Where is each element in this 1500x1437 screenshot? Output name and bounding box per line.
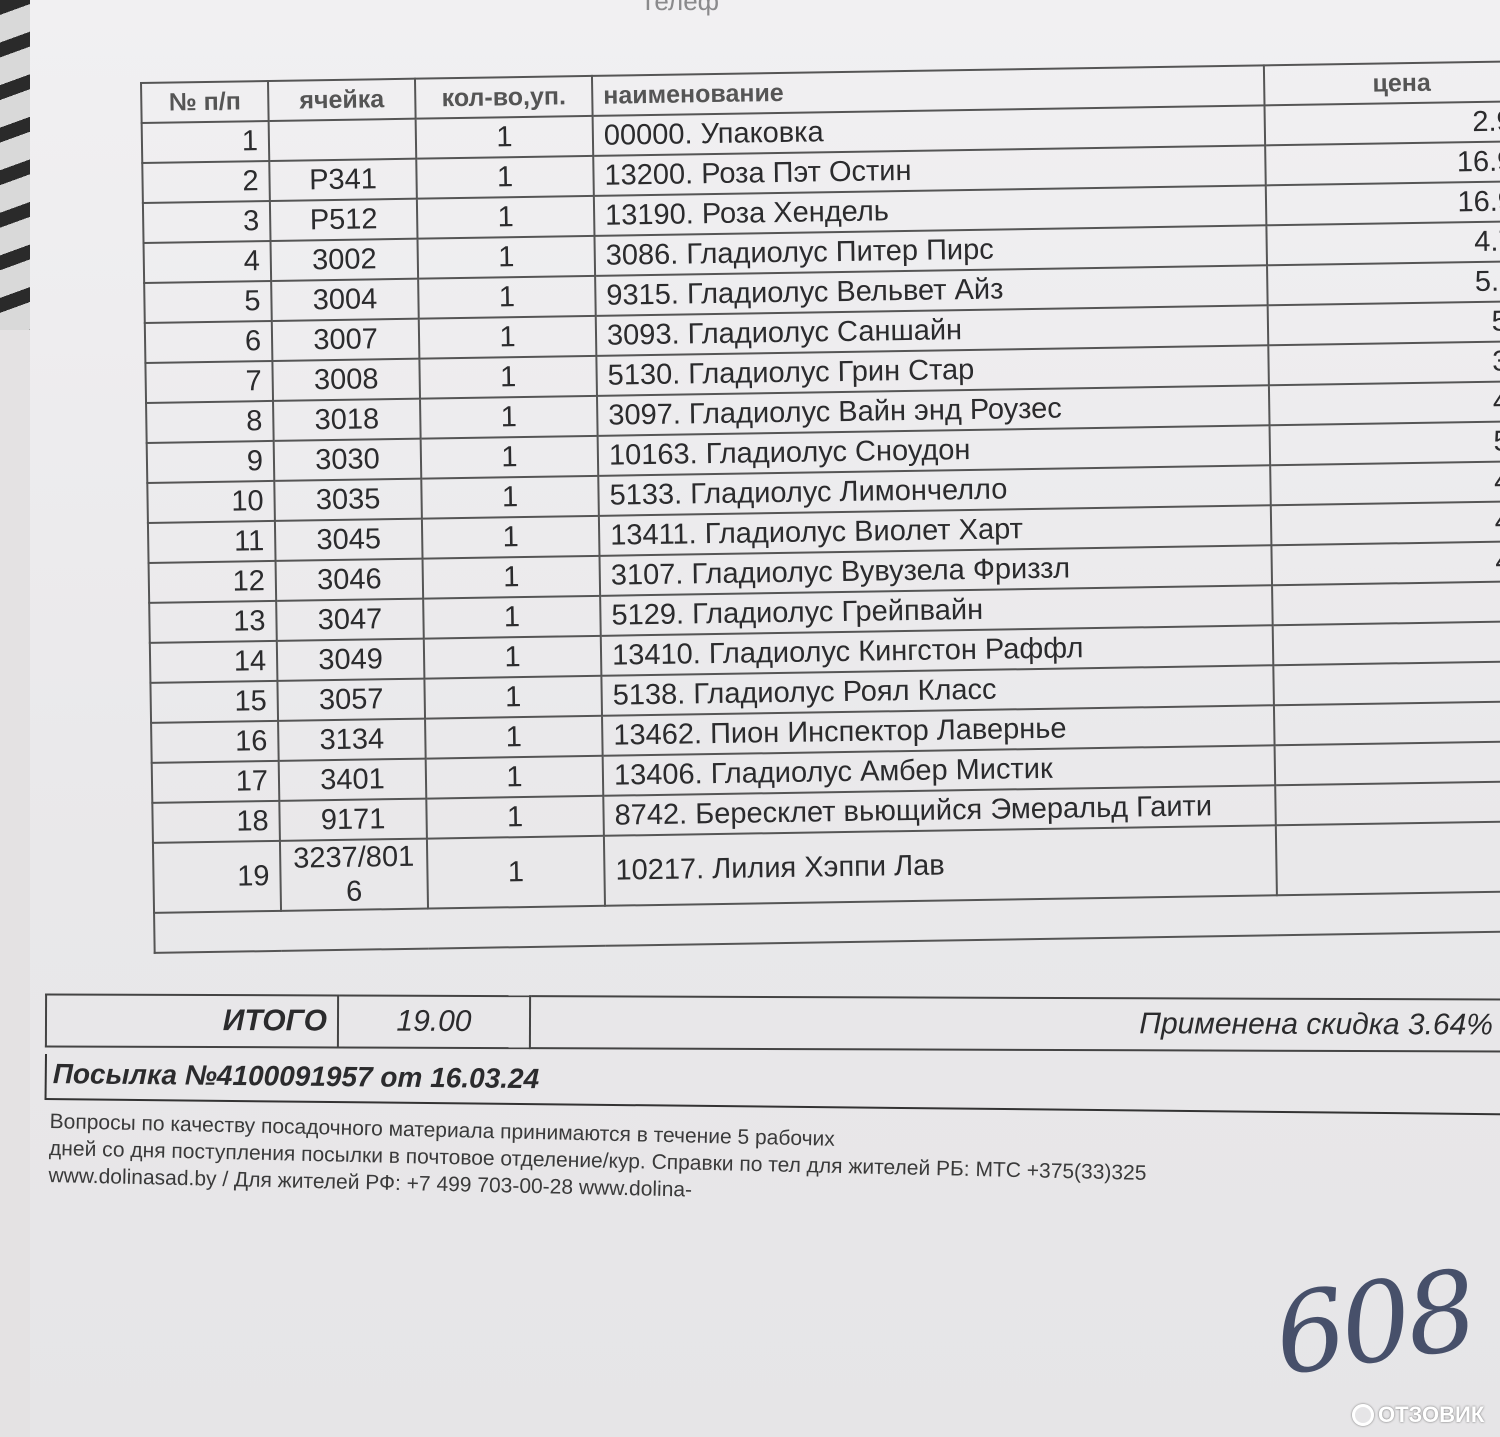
cell-no: 1 (141, 120, 270, 163)
cell-cell: P341 (269, 158, 417, 201)
cell-cell: 3401 (278, 758, 427, 801)
header-no: № п/п (141, 80, 269, 123)
cell-price: 4. (1272, 620, 1500, 666)
cell-no: 9 (146, 440, 275, 483)
cell-no: 13 (149, 600, 277, 643)
cell-no: 18 (152, 800, 280, 843)
cell-qty: 1 (420, 395, 598, 439)
receipt-paper (30, 0, 1500, 1437)
cell-no: 4 (143, 240, 272, 283)
total-value: 19.00 (337, 995, 531, 1049)
cell-no: 11 (147, 520, 276, 563)
cell-price: 15 (1275, 780, 1500, 826)
cell-price: 4. (1273, 660, 1500, 706)
cell-cell: 3018 (273, 398, 421, 441)
cell-qty: 1 (425, 755, 604, 799)
cell-cell: 9171 (279, 798, 427, 841)
cell-price (1275, 820, 1500, 896)
cell-cell: 3008 (272, 358, 421, 401)
parcel-number: Посылка №4100091957 от 16.03.24 (52, 1058, 540, 1095)
totals-table: ИТОГО 19.00 Применена скидка 3.64% (45, 993, 1500, 1052)
cell-no: 3 (142, 200, 271, 243)
cell-cell: 3046 (275, 558, 424, 601)
cell-qty: 1 (422, 555, 601, 599)
cell-price: 4.4 (1270, 500, 1500, 546)
cell-qty: 1 (426, 835, 605, 909)
cell-no: 17 (151, 760, 280, 803)
cell-qty: 1 (416, 195, 595, 239)
watermark-text: ОТЗОВИК (1378, 1402, 1485, 1427)
cell-no: 15 (150, 680, 279, 723)
cell-cell: 3057 (277, 678, 426, 721)
cell-price: 18 (1273, 700, 1500, 746)
cell-qty: 1 (424, 675, 603, 719)
cell-no: 2 (142, 160, 270, 203)
watermark-logo-icon (1352, 1404, 1374, 1426)
cell-cell: 3030 (273, 438, 422, 481)
cell-cell: 3004 (271, 278, 419, 321)
cell-no: 10 (147, 480, 275, 523)
header-qty: кол-во,уп. (414, 75, 593, 119)
cell-cell: 3047 (276, 598, 424, 641)
top-fragment: Телеф (640, 0, 720, 16)
cell-qty: 1 (426, 795, 604, 839)
cell-no: 19 (152, 840, 282, 913)
header-cell: ячейка (267, 78, 416, 121)
cell-price: 16.95 (1265, 141, 1500, 186)
cell-no: 12 (148, 560, 277, 603)
cell-price: 5.2 (1269, 420, 1500, 466)
handwritten-number: 608 (1267, 1245, 1481, 1401)
cell-qty: 1 (416, 155, 594, 199)
cell-cell: P512 (269, 198, 418, 241)
cell-price: 5.35 (1267, 261, 1500, 306)
total-label: ИТОГО (45, 994, 339, 1048)
cell-cell: 3045 (274, 518, 423, 561)
cell-no: 5 (144, 280, 272, 323)
cell-qty: 1 (417, 235, 596, 279)
cell-qty: 1 (421, 475, 599, 519)
cell-no: 8 (146, 400, 274, 443)
cell-price: 16.99 (1265, 181, 1500, 226)
cell-no: 6 (144, 320, 273, 363)
background-edge (0, 0, 30, 330)
discount-note: Применена скидка 3.64% (529, 996, 1500, 1052)
cell-qty: 1 (415, 115, 594, 159)
cell-cell: 3035 (274, 478, 422, 521)
cell-qty: 1 (423, 635, 602, 679)
cell-qty: 1 (418, 315, 597, 359)
cell-cell: 3049 (276, 638, 425, 681)
cell-price: 2.99 (1264, 101, 1500, 146)
cell-qty: 1 (425, 715, 603, 759)
cell-no: 14 (149, 640, 278, 683)
cell-price: 5.9 (1267, 300, 1500, 346)
cell-qty: 1 (421, 515, 600, 559)
cell-price: 4.75 (1266, 221, 1500, 266)
watermark: ОТЗОВИК (1352, 1402, 1484, 1428)
cell-price: 3.9 (1268, 340, 1500, 386)
items-table: № п/п ячейка кол-во,уп. наименование цен… (140, 60, 1500, 954)
cell-price: 4.5 (1270, 460, 1500, 506)
cell-no: 16 (151, 720, 279, 763)
cell-cell (268, 118, 417, 161)
cell-qty: 1 (420, 435, 599, 479)
header-price: цена (1263, 61, 1500, 106)
cell-cell: 3134 (278, 718, 426, 761)
cell-qty: 1 (418, 275, 596, 319)
cell-price: 4. (1272, 580, 1500, 626)
cell-price: 4.4 (1271, 540, 1500, 586)
cell-qty: 1 (423, 595, 601, 639)
cell-price: 3 (1274, 740, 1500, 786)
cell-cell: 3237/8016 (279, 838, 429, 911)
cell-name: 10217. Лилия Хэппи Лав (603, 825, 1277, 906)
cell-qty: 1 (419, 355, 597, 399)
cell-cell: 3007 (271, 318, 420, 361)
cell-price: 4.7 (1268, 380, 1500, 426)
cell-no: 7 (145, 360, 274, 403)
cell-cell: 3002 (270, 238, 419, 281)
